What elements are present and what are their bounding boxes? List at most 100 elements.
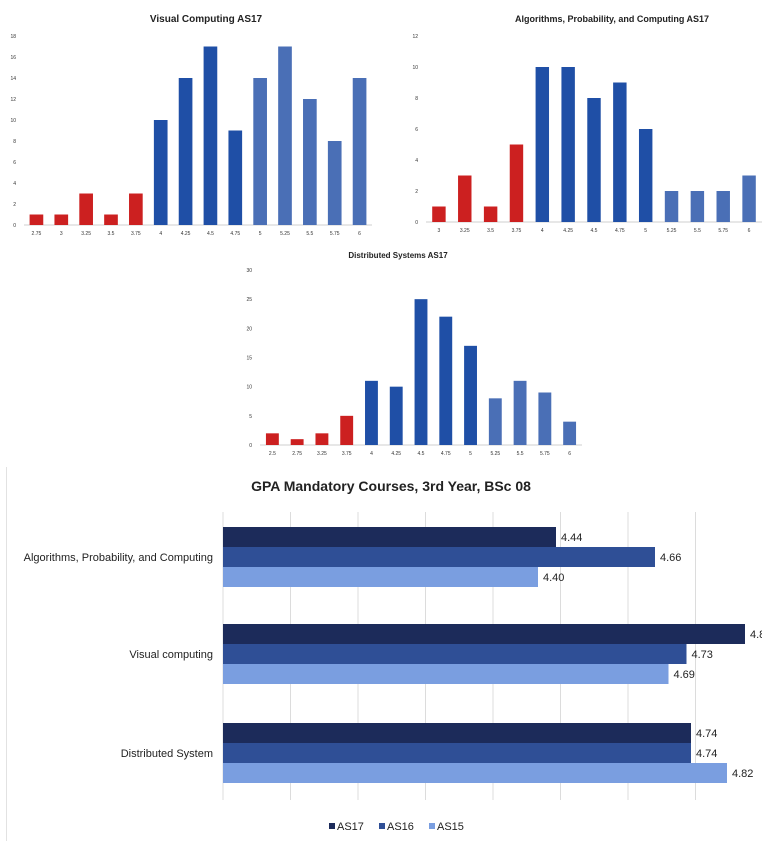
x-tick-label: 5.75 xyxy=(330,231,340,237)
x-tick-label: 5.75 xyxy=(540,451,550,457)
bar xyxy=(690,191,705,222)
bar xyxy=(315,433,329,445)
bar-as16 xyxy=(223,644,687,664)
y-tick-label: 25 xyxy=(246,297,252,303)
bar xyxy=(513,380,527,445)
x-tick-label: 5 xyxy=(469,451,472,457)
x-tick-label: 5.5 xyxy=(306,231,313,237)
bar-as17 xyxy=(223,527,556,547)
bar xyxy=(638,129,653,222)
gpa-chart-svg: GPA Mandatory Courses, 3rd Year, BSc 08 A… xyxy=(24,478,762,833)
x-tick-label: 3.75 xyxy=(342,451,352,457)
x-tick-label: 4.5 xyxy=(591,228,598,234)
bar xyxy=(389,386,403,445)
bar xyxy=(153,120,168,225)
y-tick-label: 12 xyxy=(412,34,418,40)
data-label: 4.74 xyxy=(696,728,717,740)
y-tick-label: 0 xyxy=(415,220,418,226)
bar xyxy=(365,380,378,445)
x-tick-label: 5.25 xyxy=(667,228,677,234)
x-tick-label: 3.5 xyxy=(108,231,115,237)
y-tick-label: 8 xyxy=(13,139,16,145)
histogram-distributed-systems: Distributed Systems AS17 0 5 10 15 20 25 30 2.5 2… xyxy=(238,242,582,467)
bar xyxy=(253,78,267,225)
bar xyxy=(278,46,292,225)
y-tick-label: 16 xyxy=(10,55,16,61)
bar xyxy=(104,214,118,225)
histogram-svg: Algorithms, Probability, and Computing A… xyxy=(412,14,762,234)
x-tick-label: 4.5 xyxy=(207,231,214,237)
y-tick-label: 10 xyxy=(246,385,252,391)
legend-label: AS17 xyxy=(337,821,364,833)
legend-swatch xyxy=(429,823,435,829)
bar-as17 xyxy=(223,624,745,644)
y-tick-label: 10 xyxy=(412,65,418,71)
data-label: 4.86 xyxy=(750,629,762,641)
x-tick-label: 5.25 xyxy=(490,451,500,457)
x-tick-label: 5 xyxy=(259,231,262,237)
y-tick-label: 2 xyxy=(13,202,16,208)
x-tick-label: 4.75 xyxy=(441,451,451,457)
x-tick-label: 5.25 xyxy=(280,231,290,237)
y-tick-label: 4 xyxy=(415,158,418,164)
chart-title: Visual Computing AS17 xyxy=(150,14,263,25)
chart-title: Distributed Systems AS17 xyxy=(348,251,448,260)
bar xyxy=(535,67,550,222)
x-tick-label: 3.25 xyxy=(460,228,470,234)
bar xyxy=(439,316,453,445)
category-label: Algorithms, Probability, and Computing xyxy=(24,552,213,564)
x-tick-label: 2.75 xyxy=(292,451,302,457)
chart-title: Algorithms, Probability, and Computing A… xyxy=(515,14,709,24)
x-tick-label: 3.25 xyxy=(81,231,91,237)
legend-label: AS16 xyxy=(387,821,414,833)
bar xyxy=(79,193,93,225)
y-tick-label: 10 xyxy=(10,118,16,124)
bar-as17 xyxy=(223,723,691,743)
data-label: 4.69 xyxy=(674,669,695,681)
y-tick-label: 4 xyxy=(13,181,16,187)
x-tick-label: 5.5 xyxy=(517,451,524,457)
data-label: 4.40 xyxy=(543,572,564,584)
legend-swatch xyxy=(329,823,335,829)
bar xyxy=(538,392,552,445)
bar xyxy=(458,175,472,222)
bar-as15 xyxy=(223,763,727,783)
y-tick-label: 18 xyxy=(10,34,16,40)
legend-label: AS15 xyxy=(437,821,464,833)
x-tick-label: 3.25 xyxy=(317,451,327,457)
bar xyxy=(129,193,143,225)
x-tick-label: 4 xyxy=(541,228,544,234)
bar xyxy=(664,191,679,222)
bar-as16 xyxy=(223,547,655,567)
data-label: 4.82 xyxy=(732,768,753,780)
bar xyxy=(327,141,342,225)
data-label: 4.44 xyxy=(561,532,582,544)
histogram-svg: Visual Computing AS17 0 2 4 6 8 10 12 14 16 18 2.75… xyxy=(10,14,372,237)
x-tick-label: 4.25 xyxy=(563,228,573,234)
bar xyxy=(290,439,304,445)
x-tick-label: 4.75 xyxy=(230,231,240,237)
x-tick-label: 6 xyxy=(568,451,571,457)
legend-swatch xyxy=(379,823,385,829)
category-label: Visual computing xyxy=(129,649,213,661)
y-tick-label: 0 xyxy=(249,443,252,449)
bar xyxy=(352,78,367,225)
x-tick-label: 2.5 xyxy=(269,451,276,457)
x-tick-label: 4.5 xyxy=(418,451,425,457)
bar xyxy=(203,46,218,225)
bar xyxy=(54,214,69,225)
y-tick-label: 14 xyxy=(10,76,16,82)
x-tick-label: 3 xyxy=(438,228,441,234)
bar xyxy=(483,206,498,222)
x-tick-label: 5 xyxy=(644,228,647,234)
data-label: 4.74 xyxy=(696,748,717,760)
x-tick-label: 4 xyxy=(370,451,373,457)
bar xyxy=(414,299,428,445)
y-tick-label: 2 xyxy=(415,189,418,195)
bar xyxy=(742,175,756,222)
bar xyxy=(303,99,317,225)
x-tick-label: 4.75 xyxy=(615,228,625,234)
bar xyxy=(432,206,446,222)
bar xyxy=(563,421,577,445)
x-tick-label: 4 xyxy=(159,231,162,237)
